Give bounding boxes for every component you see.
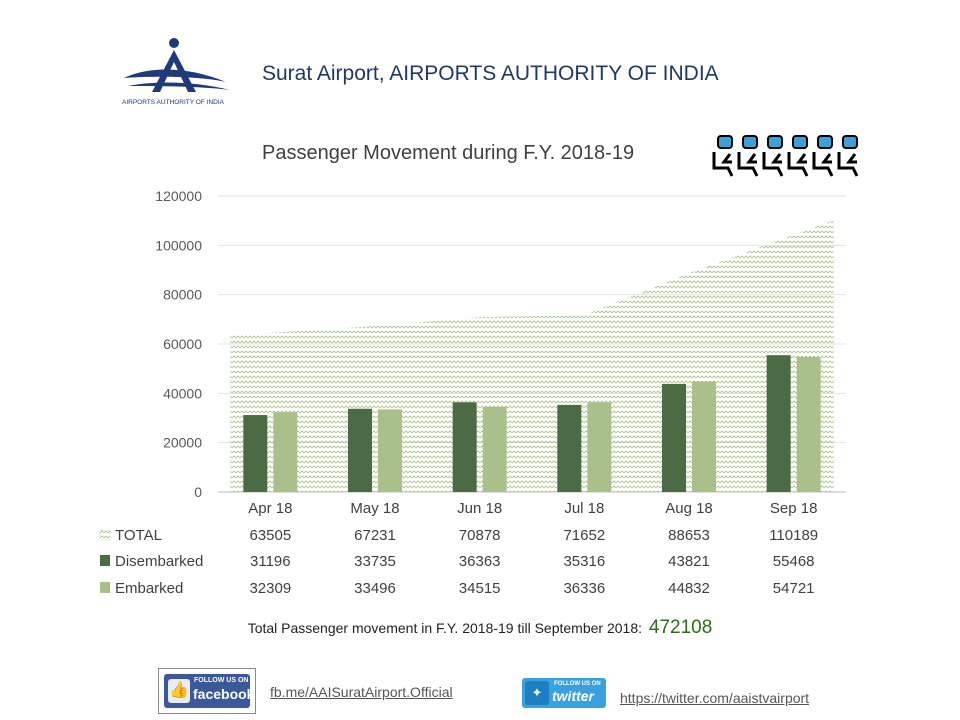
twitter-bird-icon: ✦ [525, 681, 549, 705]
chart-title: Passenger Movement during F.Y. 2018-19 [262, 142, 635, 164]
y-tick-label: 0 [194, 484, 202, 500]
bar-disembarked-5 [766, 355, 791, 492]
table-cell: 55468 [773, 553, 815, 570]
table-cell: 31196 [250, 553, 291, 570]
twitter-link[interactable]: https://twitter.com/aaistvairport [620, 690, 810, 706]
facebook-badge-word: facebook [193, 686, 255, 702]
table-cell: 70878 [459, 527, 501, 544]
legend-key-disembarked [100, 555, 110, 566]
x-tick-label: Apr 18 [248, 500, 292, 517]
page-title: Surat Airport, AIRPORTS AUTHORITY OF IND… [262, 62, 719, 85]
legend-label: Embarked [115, 580, 183, 597]
total-value: 472108 [648, 617, 713, 638]
legend-label: Disembarked [115, 553, 203, 570]
bar-embarked-1 [378, 409, 402, 492]
table-cell: 33496 [354, 580, 396, 597]
table-cell: 63505 [249, 527, 291, 544]
total-summary: Total Passenger movement in F.Y. 2018-19… [0, 617, 960, 639]
table-cell: 35316 [563, 553, 605, 570]
legend-key-total [99, 529, 111, 541]
total-area [230, 220, 834, 492]
facebook-link[interactable]: fb.me/AAISuratAirport.Official [270, 684, 453, 700]
y-tick-label: 20000 [163, 435, 202, 451]
table-cell: 33735 [354, 553, 396, 570]
bar-disembarked-3 [557, 404, 582, 492]
x-tick-label: Sep 18 [770, 500, 818, 517]
passenger-seats-icon [708, 132, 864, 180]
table-cell: 44832 [668, 580, 710, 597]
bar-disembarked-4 [662, 383, 686, 492]
table-cell: 88653 [668, 527, 710, 544]
facebook-follow-button[interactable]: 👍 FOLLOW US ON facebook [158, 668, 256, 714]
bar-embarked-4 [692, 381, 716, 492]
logo-text: AIRPORTS AUTHORITY OF INDIA [122, 99, 225, 106]
x-tick-label: Aug 18 [665, 500, 713, 517]
bar-disembarked-0 [243, 415, 268, 492]
table-cell: 32309 [249, 580, 291, 597]
facebook-thumb-icon: 👍 [168, 679, 190, 703]
table-cell: 43821 [668, 553, 710, 570]
twitter-badge-word: twitter [552, 688, 594, 704]
table-cell: 110189 [769, 527, 818, 544]
bar-embarked-0 [273, 412, 298, 492]
bar-embarked-3 [587, 402, 612, 492]
y-tick-label: 120000 [155, 188, 202, 204]
table-cell: 36336 [563, 580, 605, 597]
bar-disembarked-1 [348, 408, 372, 492]
bar-embarked-2 [482, 406, 507, 492]
twitter-badge-top: FOLLOW US ON [554, 681, 601, 687]
table-cell: 67231 [354, 527, 396, 544]
aai-logo-icon: AIRPORTS AUTHORITY OF INDIA [122, 38, 230, 106]
total-label: Total Passenger movement in F.Y. 2018-19… [247, 620, 642, 636]
x-tick-label: Jul 18 [564, 500, 604, 517]
x-tick-label: Jun 18 [457, 500, 502, 517]
table-cell: 36363 [459, 553, 501, 570]
legend-label: TOTAL [115, 527, 162, 544]
table-cell: 71652 [563, 527, 605, 544]
table-cell: 54721 [773, 580, 815, 597]
bar-embarked-5 [796, 357, 821, 492]
y-tick-label: 60000 [163, 336, 202, 352]
twitter-follow-button[interactable]: ✦ FOLLOW US ON twitter [522, 678, 606, 708]
y-tick-label: 100000 [155, 237, 202, 253]
facebook-badge: 👍 FOLLOW US ON facebook [164, 674, 254, 708]
bar-disembarked-2 [452, 402, 477, 492]
y-tick-label: 80000 [163, 287, 202, 303]
legend-key-embarked [100, 582, 110, 593]
facebook-badge-top: FOLLOW US ON [194, 677, 249, 684]
x-tick-label: May 18 [350, 500, 399, 517]
aai-logo: AIRPORTS AUTHORITY OF INDIA [118, 36, 236, 108]
table-cell: 34515 [459, 580, 501, 597]
y-tick-label: 40000 [163, 385, 202, 401]
